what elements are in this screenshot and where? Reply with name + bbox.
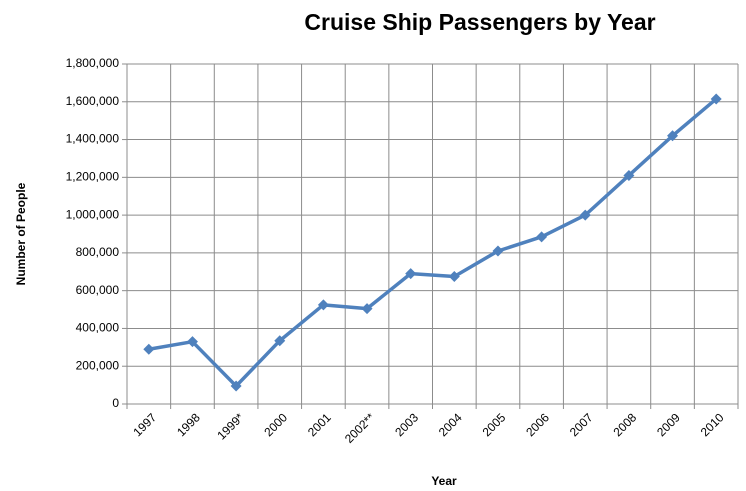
y-tick-label: 0 — [112, 396, 119, 410]
marker — [710, 93, 722, 105]
y-tick-label: 200,000 — [76, 358, 120, 372]
marker — [361, 303, 373, 315]
y-tick-label: 1,200,000 — [66, 170, 120, 184]
y-tick-label: 1,400,000 — [66, 132, 120, 146]
marker — [492, 245, 504, 257]
marker — [448, 271, 460, 282]
y-tick-label: 400,000 — [76, 321, 120, 335]
y-tick-label: 1,800,000 — [66, 56, 120, 70]
y-tick-label: 600,000 — [76, 283, 120, 297]
x-axis-title: Year — [431, 474, 457, 488]
y-tick-label: 1,600,000 — [66, 94, 120, 108]
marker — [186, 336, 198, 348]
y-axis-title: Number of People — [14, 182, 28, 285]
marker — [536, 231, 548, 243]
line — [148, 97, 718, 388]
chart-title: Cruise Ship Passengers by Year — [304, 9, 655, 35]
marker — [317, 299, 329, 311]
marker — [667, 130, 679, 142]
marker — [143, 343, 155, 355]
y-tick-label: 800,000 — [76, 245, 120, 259]
marker — [579, 209, 591, 221]
marker — [405, 268, 417, 280]
marker — [623, 169, 635, 181]
marker — [230, 380, 242, 392]
marker — [274, 335, 286, 347]
y-tick-label: 1,000,000 — [66, 207, 120, 221]
